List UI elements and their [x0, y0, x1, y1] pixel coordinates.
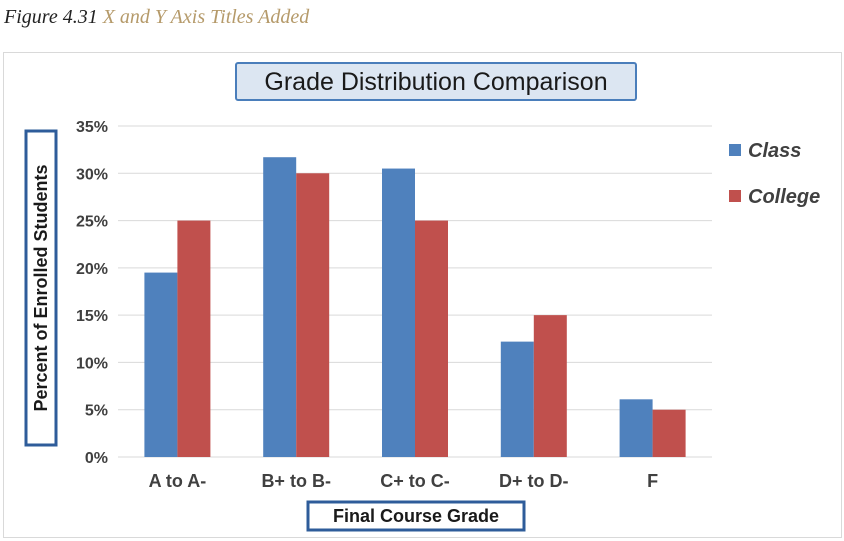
y-axis-title-box [24, 129, 58, 447]
bar-class [619, 399, 653, 457]
chart-title-text: Grade Distribution Comparison [264, 68, 607, 96]
bar-college [533, 315, 567, 457]
y-axis-title-text: Percent of Enrolled Students [31, 164, 51, 411]
figure-label: Figure 4.31 [4, 6, 98, 28]
x-axis-title-box [306, 500, 526, 532]
y-tick-label: 5% [85, 403, 108, 420]
legend-label-college: College [748, 186, 820, 208]
x-axis-title: Final Course Grade [306, 500, 526, 532]
x-tick-label: F [647, 471, 658, 491]
x-tick-label: C+ to C- [380, 471, 450, 491]
legend-swatch-class [729, 144, 741, 156]
chart-title: Grade Distribution Comparison [235, 62, 637, 101]
y-tick-label: 30% [76, 166, 108, 183]
bar-class [500, 341, 534, 457]
y-tick-label: 20% [76, 261, 108, 278]
x-tick-label: B+ to B- [261, 471, 331, 491]
chart-title-box [235, 62, 637, 101]
bar-class [382, 168, 415, 458]
legend-swatch-college [729, 190, 741, 202]
bar-college [296, 173, 330, 457]
x-tick-label: D+ to D- [499, 471, 569, 491]
bar-college [177, 220, 211, 457]
bar-class [263, 157, 297, 458]
x-tick-labels: A to A- B+ to B- C+ to C- D+ to D- F [149, 471, 659, 491]
y-axis-title: Percent of Enrolled Students [24, 129, 58, 447]
y-tick-labels: 0% 5% 10% 15% 20% 25% 30% 35% [76, 119, 108, 467]
legend-label-class: Class [748, 140, 801, 162]
bar-college [415, 220, 448, 457]
y-tick-label: 35% [76, 119, 108, 136]
figure-title: X and Y Axis Titles Added [102, 6, 310, 28]
y-tick-label: 15% [76, 308, 108, 325]
y-tick-label: 10% [76, 355, 108, 372]
legend: Class College [729, 140, 820, 208]
y-tick-label: 0% [85, 450, 108, 467]
grade-distribution-chart: 0% 5% 10% 15% 20% 25% 30% 35% A to A- B+ to B- C+… [24, 62, 820, 532]
y-tick-label: 25% [76, 214, 108, 231]
x-tick-label: A to A- [149, 471, 207, 491]
bar-college [652, 409, 686, 457]
bars [144, 157, 686, 458]
chart-frame: 0% 5% 10% 15% 20% 25% 30% 35% A to A- B+ to B- C+… [3, 52, 842, 538]
figure-caption: Figure 4.31 X and Y Axis Titles Added [4, 6, 309, 29]
x-axis-title-text: Final Course Grade [333, 506, 499, 526]
bar-class [144, 272, 178, 457]
